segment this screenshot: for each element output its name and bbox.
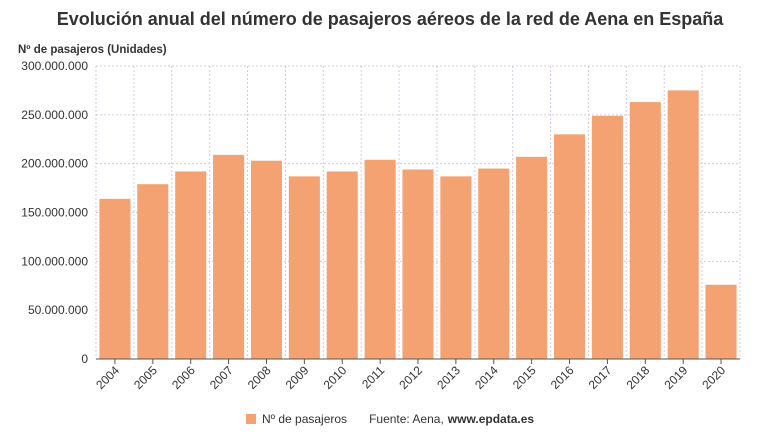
x-tick-label: 2013 xyxy=(434,363,463,392)
x-tick-label: 2014 xyxy=(472,363,501,392)
source-text: Fuente: Aena, xyxy=(369,412,444,426)
x-tick-label: 2005 xyxy=(131,363,160,392)
y-tick-label: 150.000.000 xyxy=(21,206,88,220)
y-axis-label: Nº de pasajeros (Unidades) xyxy=(18,44,167,56)
x-tick-label: 2010 xyxy=(321,363,350,392)
x-tick-label: 2008 xyxy=(245,363,274,392)
x-tick-label: 2007 xyxy=(207,363,236,392)
bar-2011 xyxy=(364,159,396,359)
y-tick-label: 0 xyxy=(81,352,88,366)
legend-swatch xyxy=(245,414,256,424)
x-tick-label: 2020 xyxy=(699,363,728,392)
bar-2018 xyxy=(629,102,661,360)
x-tick-label: 2019 xyxy=(662,363,691,392)
x-tick-label: 2006 xyxy=(169,363,198,392)
bar-2015 xyxy=(516,156,548,359)
x-tick-label: 2016 xyxy=(548,363,577,392)
x-tick-label: 2018 xyxy=(624,363,653,392)
y-tick-label: 200.000.000 xyxy=(21,157,88,171)
y-tick-label: 50.000.000 xyxy=(28,303,88,317)
y-tick-label: 300.000.000 xyxy=(21,59,88,73)
y-tick-label: 100.000.000 xyxy=(21,254,88,268)
bar-2016 xyxy=(553,134,586,359)
x-tick-label: 2011 xyxy=(359,363,387,391)
chart-title: Evolución anual del número de pasajeros … xyxy=(56,9,724,29)
bar-2009 xyxy=(288,176,320,359)
source-link[interactable]: www.epdata.es xyxy=(447,412,535,426)
bar-2004 xyxy=(99,198,131,359)
legend-label: Nº de pasajeros xyxy=(261,412,348,426)
bar-2006 xyxy=(175,171,207,359)
bar-2010 xyxy=(326,171,358,359)
bar-2019 xyxy=(667,90,699,360)
bar-2012 xyxy=(402,169,434,359)
bar-2008 xyxy=(250,160,283,359)
bar-2007 xyxy=(213,154,245,359)
x-tick-label: 2015 xyxy=(510,363,539,392)
bar-2005 xyxy=(137,184,169,359)
bar-2020 xyxy=(705,284,737,359)
y-tick-label: 250.000.000 xyxy=(21,108,88,122)
x-tick-label: 2012 xyxy=(396,363,425,392)
legend: Nº de pasajeros Fuente: Aena, www.epdata… xyxy=(0,412,780,426)
x-tick-label: 2004 xyxy=(93,363,122,392)
bar-2013 xyxy=(440,176,472,359)
bar-2014 xyxy=(478,168,510,359)
x-tick-label: 2017 xyxy=(586,363,615,392)
bar-2017 xyxy=(591,115,623,359)
x-tick-label: 2009 xyxy=(283,363,312,392)
